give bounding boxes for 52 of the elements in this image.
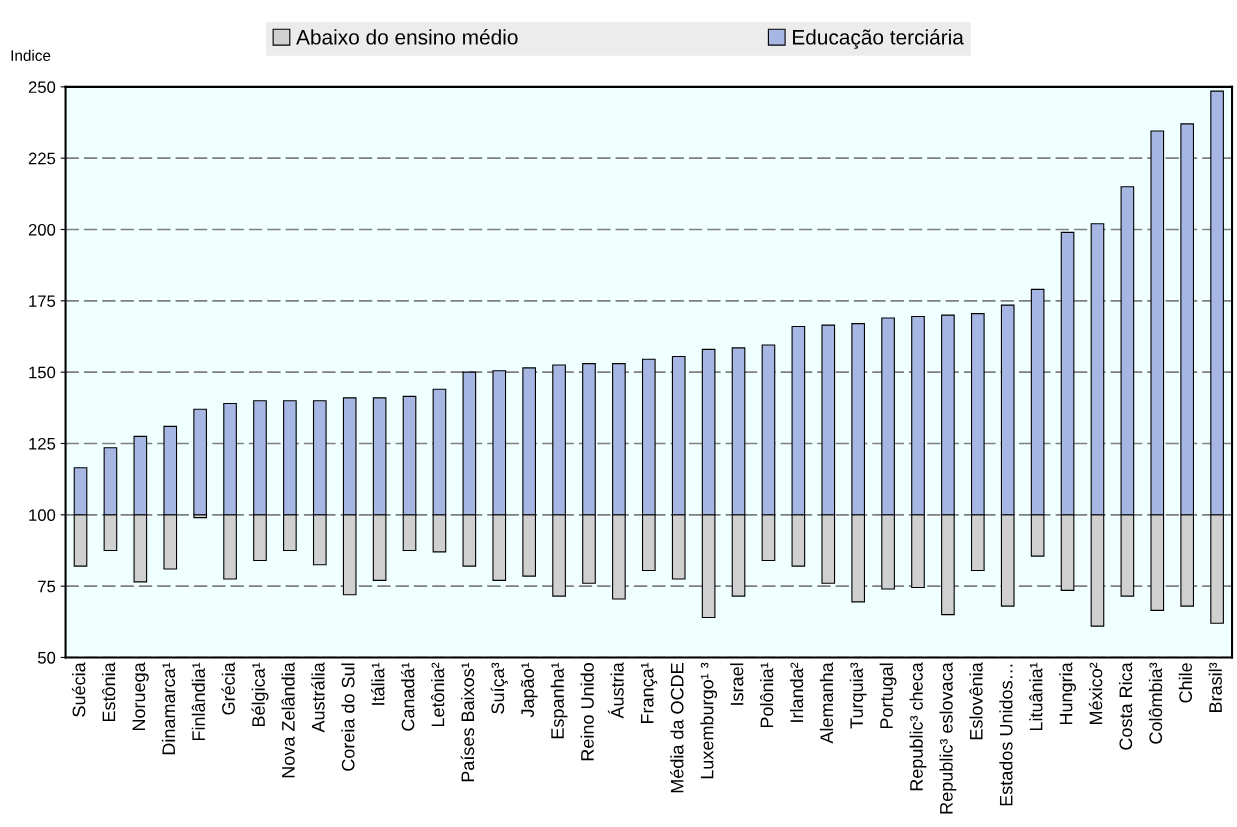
- x-tick-label: Brasil³: [1208, 662, 1222, 712]
- x-tick-label: Irlanda²: [789, 662, 804, 722]
- x-tick-label: Reino Unido: [580, 663, 594, 761]
- x-tick-label: Republic³ eslovaca: [939, 662, 957, 814]
- x-tick-label: Itália¹: [370, 662, 385, 705]
- x-tick-label: Estônia: [101, 662, 116, 722]
- x-tick-label: Noruega: [132, 662, 149, 731]
- x-tick-label: Chile: [1178, 663, 1193, 703]
- x-tick-label: Suíça³: [490, 662, 508, 714]
- legend-label: Abaixo do ensino médio: [296, 29, 518, 45]
- x-tick-label: Estados Unidos…: [999, 664, 1013, 806]
- legend-label: Educação terciária: [793, 29, 964, 49]
- x-tick-label: Colômbia³: [1148, 662, 1163, 744]
- y-tick-label: 100: [29, 509, 56, 522]
- x-tick-label: França¹: [640, 662, 658, 724]
- bar: [193, 408, 207, 516]
- y-tick-label: 150: [29, 366, 56, 379]
- y-tick-label: 225: [28, 152, 56, 165]
- x-tick-label: Lituânia¹: [1029, 662, 1043, 731]
- y-tick-label: 175: [29, 295, 56, 308]
- y-tick-label: 200: [28, 223, 56, 236]
- x-tick-label: Suécia: [71, 662, 86, 717]
- y-tick-label: 250: [28, 81, 56, 94]
- x-tick-label: Média da OCDE: [670, 663, 684, 793]
- x-tick-label: Dinamarca¹: [161, 662, 176, 755]
- x-tick-label: Luxemburgo¹ ³: [700, 662, 718, 779]
- x-tick-label: Alemanha: [819, 662, 834, 744]
- x-tick-label: Costa Rica: [1118, 662, 1133, 750]
- y-tick-label: 125: [29, 437, 56, 450]
- x-tick-label: Polônia¹: [759, 662, 774, 728]
- x-tick-label: Áustria: [607, 662, 624, 719]
- x-tick-label: Espanha¹: [550, 662, 568, 739]
- x-tick-label: Finlândia¹: [191, 662, 205, 741]
- x-tick-label: Letônia²: [430, 662, 445, 727]
- x-tick-label: Republic³ checa: [909, 662, 927, 791]
- x-tick-label: México²: [1088, 662, 1103, 725]
- x-tick-label: Bélgica¹: [251, 662, 269, 727]
- x-tick-label: Portugal: [879, 663, 897, 729]
- y-tick-label: 50: [37, 651, 56, 664]
- x-tick-label: Nova Zelândia: [281, 662, 295, 778]
- x-tick-label: Japão¹: [520, 662, 538, 718]
- x-tick-label: Israel: [730, 663, 744, 705]
- x-tick-label: Austrália: [311, 662, 325, 733]
- y-tick-label: 75: [38, 580, 56, 593]
- x-tick-label: Canadá¹: [400, 662, 415, 731]
- x-tick-label: Turquia³: [849, 662, 867, 729]
- x-tick-label: Hungria: [1059, 662, 1076, 725]
- x-tick-label: Eslovênia: [969, 662, 983, 740]
- x-tick-label: Países Baixos¹: [460, 662, 475, 782]
- x-tick-label: Grécia: [221, 662, 235, 715]
- y-axis-title: Indice: [11, 49, 51, 61]
- x-tick-label: Coreia do Sul: [341, 663, 355, 771]
